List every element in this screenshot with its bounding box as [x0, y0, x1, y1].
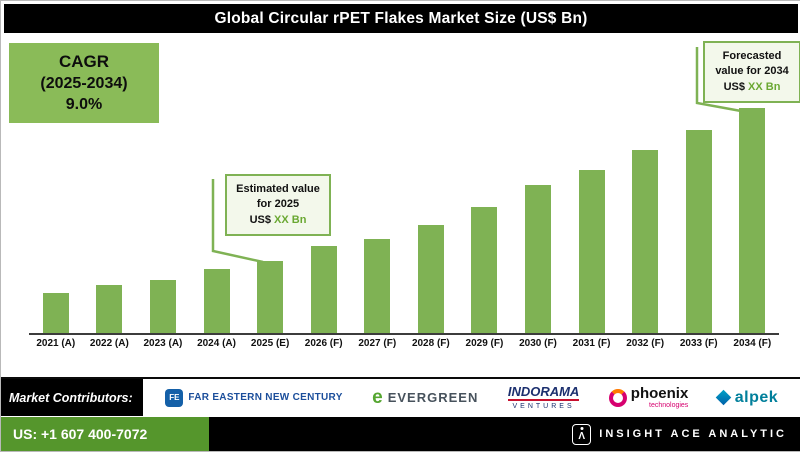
forecasted-value: XX Bn — [748, 80, 781, 93]
x-label-2022: 2022 (A) — [89, 338, 129, 349]
bar-2025 — [257, 261, 284, 333]
x-label-2030: 2030 (F) — [519, 338, 557, 349]
bar-slot — [511, 185, 565, 333]
bar-2034 — [739, 108, 766, 333]
cagr-box: CAGR (2025-2034) 9.0% — [9, 43, 159, 123]
bar-slot — [190, 269, 244, 333]
logo-far-eastern-new-century: FE FAR EASTERN NEW CENTURY — [165, 388, 343, 407]
bar-slot — [83, 285, 137, 333]
alpek-diamond-icon — [715, 389, 732, 406]
logo-phoenix-technologies: phoenix technologies — [608, 385, 689, 409]
fenc-logo-text: FAR EASTERN NEW CENTURY — [188, 392, 343, 403]
x-label-2033: 2033 (F) — [679, 338, 718, 349]
contributor-logos: FE FAR EASTERN NEW CENTURY e EVERGREEN I… — [143, 379, 800, 416]
phoenix-swirl-icon — [608, 388, 627, 407]
logo-indorama-ventures: INDORAMA VENTURES — [507, 384, 580, 410]
bar-2028 — [417, 225, 444, 333]
cagr-value: 9.0% — [65, 96, 103, 113]
bar-2024 — [203, 269, 230, 333]
x-label-2027: 2027 (F) — [358, 338, 397, 349]
estimated-value: XX Bn — [274, 213, 307, 226]
x-label-2032: 2032 (F) — [626, 338, 665, 349]
evergreen-logo-icon: e — [372, 387, 383, 408]
cagr-label: CAGR — [58, 52, 110, 71]
page-title: Global Circular rPET Flakes Market Size … — [214, 9, 588, 27]
fenc-logo-icon: FE — [165, 388, 184, 407]
x-label-2034: 2034 (F) — [733, 338, 772, 349]
insight-ace-logo-icon: Λ — [572, 423, 592, 445]
x-label-2025: 2025 (E) — [250, 338, 290, 349]
brand-name: INSIGHT ACE ANALYTIC — [599, 428, 787, 440]
x-label-2023: 2023 (A) — [143, 338, 183, 349]
bar-slot — [458, 207, 512, 333]
bar-2026 — [310, 246, 337, 333]
bar-slot — [243, 261, 297, 333]
forecasted-callout-label: Forecasted value for 2034 — [715, 50, 789, 78]
bar-slot — [404, 225, 458, 333]
bar-slot — [350, 239, 404, 333]
footer-bar: US: +1 607 400-7072 Λ INSIGHT ACE ANALYT… — [1, 417, 800, 451]
x-label-2028: 2028 (F) — [411, 338, 450, 349]
x-label-2029: 2029 (F) — [465, 338, 504, 349]
bar-2030 — [524, 185, 551, 333]
market-contributors-strip: Market Contributors: FE FAR EASTERN NEW … — [1, 377, 800, 416]
bar-2029 — [471, 207, 498, 333]
bar-2023 — [149, 280, 176, 333]
bar-slot — [29, 293, 83, 333]
bar-2027 — [364, 239, 391, 333]
bar-slot — [565, 170, 619, 333]
bar-2032 — [632, 150, 659, 333]
phoenix-logo-text: phoenix — [630, 385, 689, 402]
logo-alpek: alpek — [715, 388, 779, 407]
bar-slot — [618, 150, 672, 333]
cagr-range: (2025-2034) — [40, 75, 128, 92]
alpek-logo-text: alpek — [734, 388, 779, 406]
x-label-2024: 2024 (A) — [197, 338, 236, 349]
bar-2033 — [685, 130, 712, 333]
estimated-value-callout: Estimated value for 2025 US$ XX Bn — [225, 174, 331, 237]
x-axis-labels: 2021 (A) 2022 (A) 2023 (A) 2024 (A) 2025 (E)… — [29, 338, 779, 349]
bar-2021 — [42, 293, 69, 333]
evergreen-logo-text: EVERGREEN — [387, 390, 479, 405]
header-bar: Global Circular rPET Flakes Market Size … — [4, 4, 798, 33]
phoenix-technologies-text: technologies — [649, 402, 689, 409]
estimated-callout-label: Estimated value for 2025 — [236, 183, 320, 211]
market-contributors-label: Market Contributors: — [1, 379, 143, 416]
bar-slot — [136, 280, 190, 333]
bar-slot — [297, 246, 351, 333]
brand-bar: Λ INSIGHT ACE ANALYTIC — [209, 417, 800, 451]
estimated-currency: US$ — [249, 213, 271, 226]
x-label-2026: 2026 (F) — [304, 338, 343, 349]
logo-evergreen: e EVERGREEN — [372, 388, 478, 407]
forecasted-value-callout: Forecasted value for 2034 US$ XX Bn — [703, 41, 800, 104]
bar-chart-plot — [29, 37, 779, 335]
x-label-2021: 2021 (A) — [36, 338, 76, 349]
indorama-logo-text: INDORAMA — [507, 384, 580, 401]
bar-2031 — [578, 170, 605, 333]
bar-slot — [672, 130, 726, 333]
forecasted-currency: US$ — [723, 80, 745, 93]
bar-2022 — [96, 285, 123, 333]
phone-number: US: +1 607 400-7072 — [1, 417, 209, 451]
x-label-2031: 2031 (F) — [572, 338, 611, 349]
bar-slot — [726, 108, 780, 333]
indorama-ventures-text: VENTURES — [512, 403, 575, 410]
